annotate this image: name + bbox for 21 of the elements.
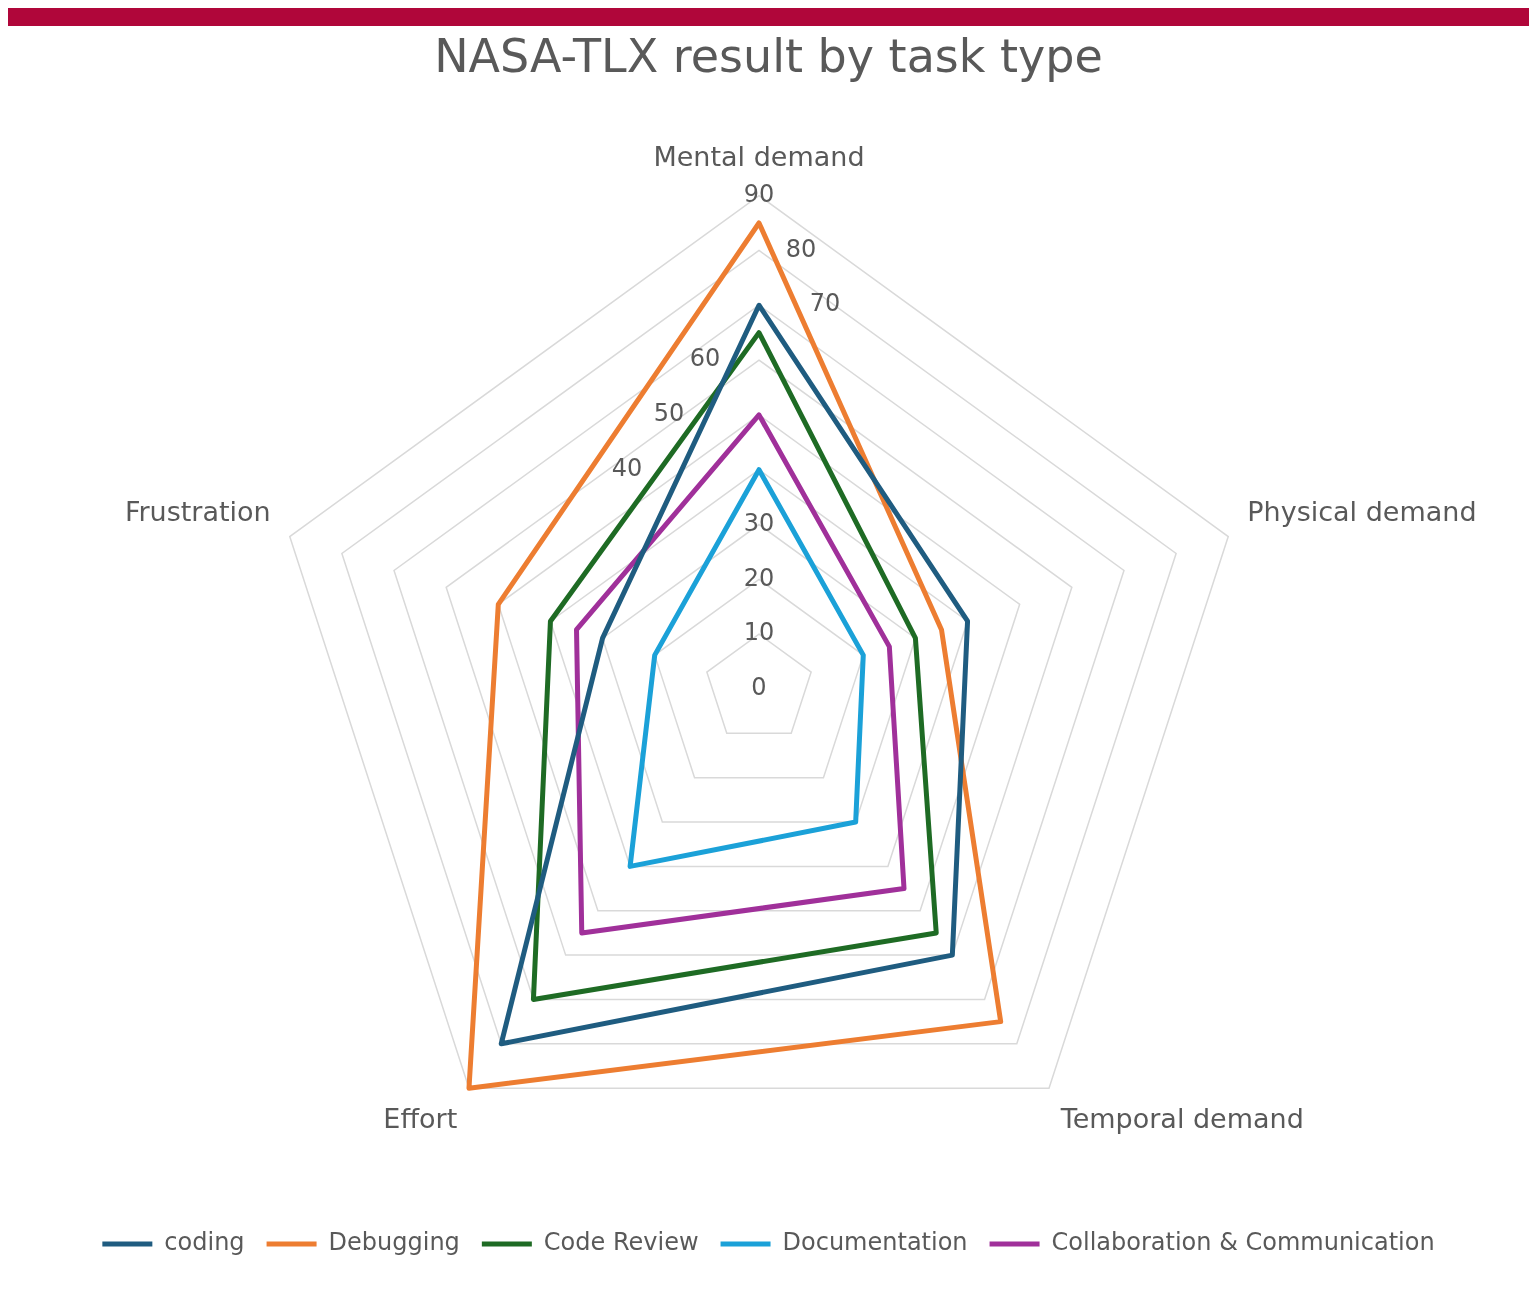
- legend-label: Code Review: [543, 1228, 699, 1257]
- legend-label: Documentation: [782, 1228, 968, 1257]
- y-tick-label: 10: [743, 618, 775, 647]
- legend-label: Collaboration & Communication: [1051, 1228, 1435, 1257]
- legend-label: coding: [164, 1228, 245, 1257]
- spoke-label: Mental demand: [653, 141, 865, 173]
- y-tick-label: 0: [751, 673, 767, 702]
- spoke-label: Physical demand: [1247, 496, 1477, 528]
- y-tick-label: 20: [743, 563, 775, 592]
- y-tick-label: 50: [653, 399, 685, 428]
- y-tick-label: 90: [743, 179, 775, 208]
- y-tick-label: 40: [611, 453, 643, 482]
- y-tick-label: 70: [809, 289, 841, 318]
- y-tick-label: 60: [689, 344, 721, 373]
- chart-title: NASA-TLX result by task type: [434, 28, 1103, 83]
- spoke-label: Frustration: [124, 496, 271, 528]
- y-tick-label: 80: [785, 234, 817, 263]
- y-tick-label: 30: [743, 508, 775, 537]
- legend-label: Debugging: [328, 1228, 460, 1257]
- spoke-label: Effort: [383, 1102, 458, 1134]
- spoke-label: Temporal demand: [1059, 1102, 1304, 1134]
